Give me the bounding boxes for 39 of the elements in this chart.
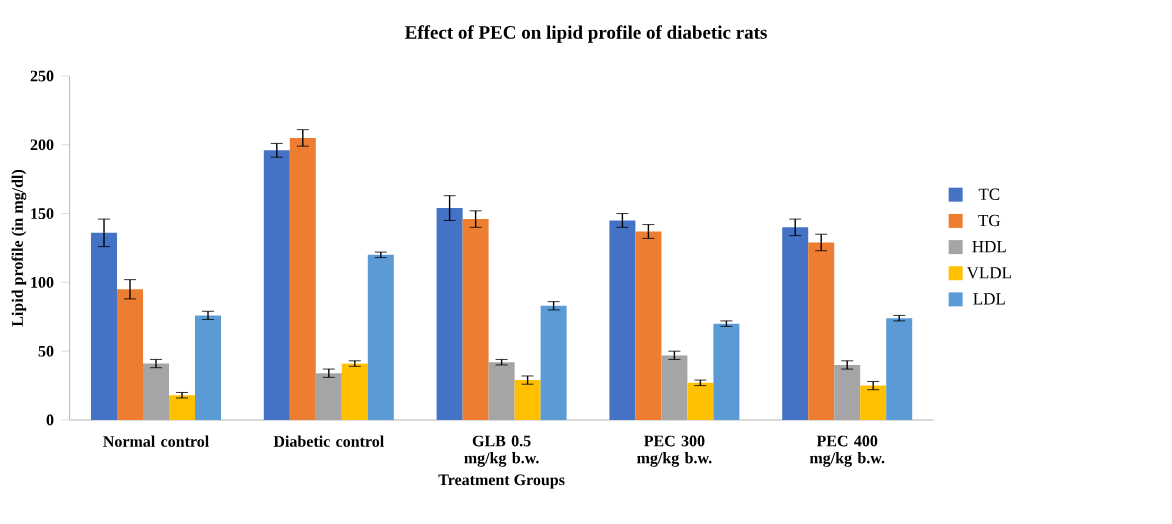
bar (514, 380, 541, 420)
y-tick-label: 0 (46, 414, 54, 426)
x-tick-label: PEC 400 mg/kg b.w. (809, 435, 885, 467)
bar (195, 315, 222, 420)
bar (609, 220, 636, 420)
bar (713, 323, 740, 420)
bar (367, 254, 394, 420)
bar (289, 137, 316, 420)
bar (436, 208, 463, 420)
bar (462, 219, 489, 420)
x-tick-label: PEC 300 mg/kg b.w. (637, 435, 712, 467)
bar (808, 242, 835, 420)
bar (540, 305, 567, 420)
x-axis-title: Treatment Groups (438, 474, 565, 489)
bar (782, 227, 809, 420)
legend-label: TC (978, 188, 1000, 200)
bar (263, 150, 290, 420)
y-axis-title: Lipid profile (in mg/dl) (11, 169, 27, 327)
bar (687, 382, 714, 420)
y-tick-label: 150 (31, 208, 54, 219)
y-tick-label: 200 (30, 139, 54, 151)
x-tick-label: GLB 0.5 mg/kg b.w. (464, 435, 539, 467)
bar (635, 231, 662, 420)
y-tick-label: 100 (31, 277, 54, 288)
chart-title: Effect of PEC on lipid profile of diabetic rats (404, 25, 767, 43)
bar (169, 395, 196, 420)
legend-label: VLDL (966, 267, 1011, 279)
y-tick-label: 250 (30, 70, 54, 82)
bar (886, 318, 913, 420)
bar (91, 232, 118, 420)
y-tick-label: 50 (38, 345, 54, 357)
legend-label: LDL (973, 293, 1005, 305)
bar (860, 385, 887, 420)
legend-label: HDL (972, 241, 1006, 253)
bar (341, 363, 368, 420)
x-tick-label: Diabetic control (273, 435, 384, 447)
x-tick-label: Normal control (103, 435, 209, 447)
legend-label: TG (978, 214, 1001, 227)
bar (117, 289, 144, 420)
